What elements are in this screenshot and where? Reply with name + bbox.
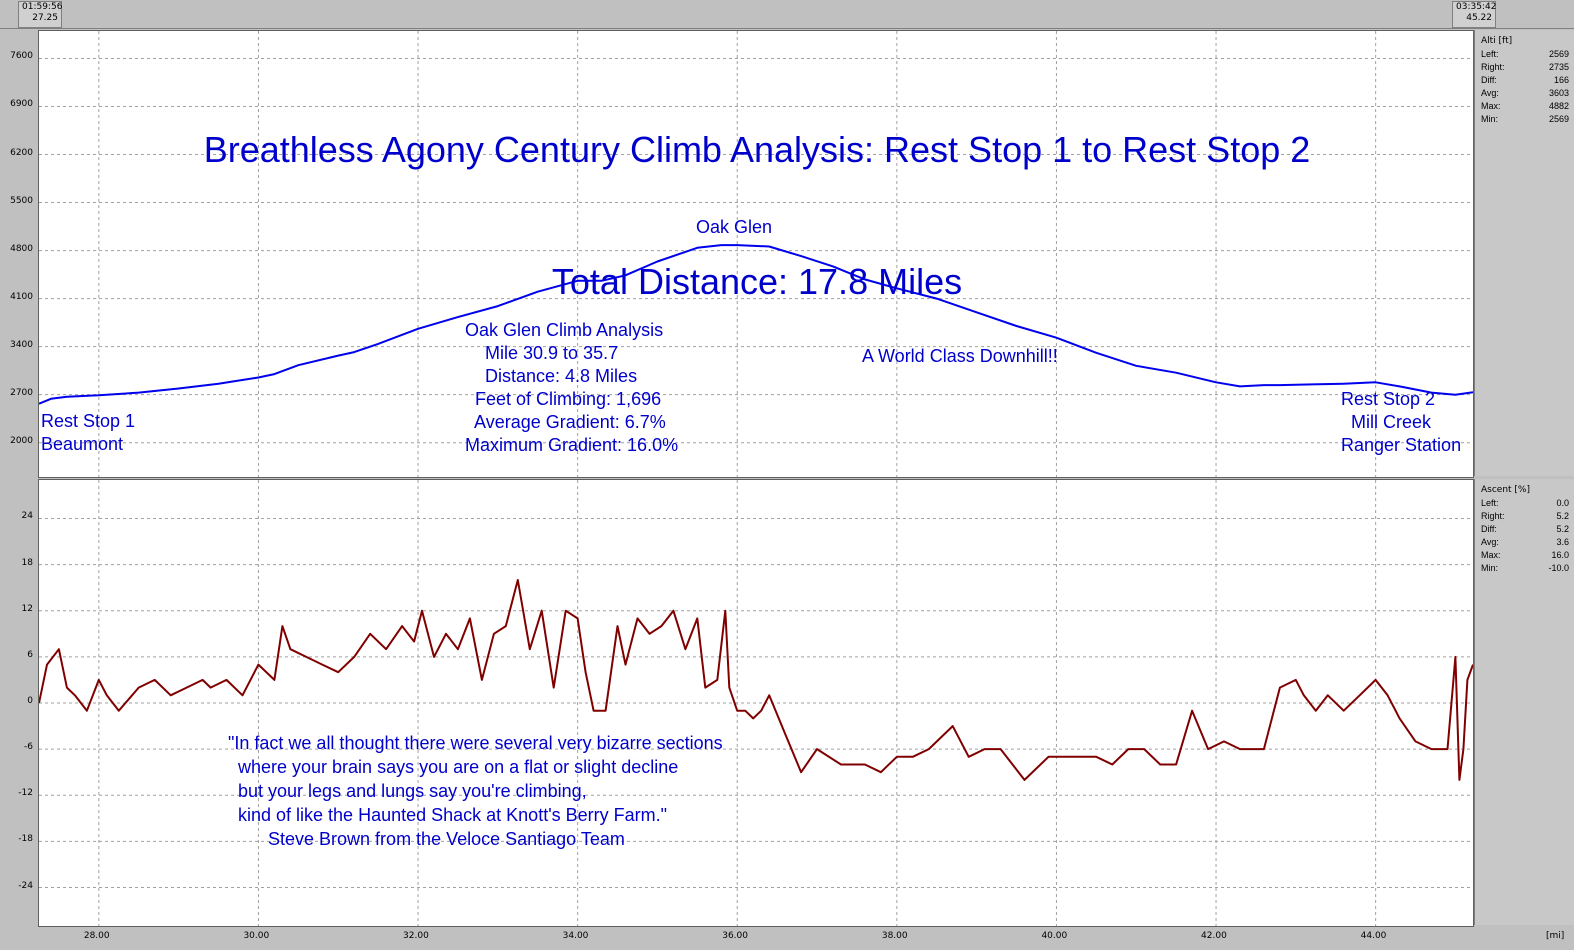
altitude-y-tick-label: 5500 <box>10 195 33 206</box>
altitude-stat-row: Max: 4882 <box>1475 100 1574 113</box>
ascent-stats-list: Left: 0.0 Right: 5.2 Diff: 5.2 Avg: 3.6 Max: 16.0… <box>1475 497 1574 575</box>
quote-text: "In fact we all thought there were sever… <box>228 733 723 849</box>
altitude-y-tick-label: 4800 <box>10 243 33 254</box>
title-line-1: Breathless Agony Century Climb Analysis:… <box>203 129 1311 170</box>
oak-glen-label: Oak Glen <box>696 217 773 237</box>
ascent-stats-panel: Ascent [%] Left: 0.0 Right: 5.2 Diff: 5.2 Avg:… <box>1474 479 1574 925</box>
ascent-stat-value: 5.2 <box>1556 524 1569 534</box>
altitude-stats-panel: Alti [ft] Left: 2569 Right: 2735 Diff: 166 Avg… <box>1474 30 1574 476</box>
x-tick-label: 36.00 <box>722 931 748 941</box>
altitude-stat-row: Min: 2569 <box>1475 113 1574 126</box>
altitude-stat-label: Diff: <box>1481 75 1497 85</box>
downhill-label: A World Class Downhill!! <box>862 346 1058 366</box>
start-distance: 27.25 <box>32 13 58 23</box>
altitude-y-tick-label: 6200 <box>10 147 33 158</box>
ascent-y-tick-label: 12 <box>21 603 33 614</box>
ascent-y-tick-label: -24 <box>18 880 33 891</box>
ascent-stat-row: Left: 0.0 <box>1475 497 1574 510</box>
ascent-stats-header: Ascent [%] <box>1481 485 1530 495</box>
altitude-stat-row: Avg: 3603 <box>1475 87 1574 100</box>
chart-title: Breathless Agony Century Climb Analysis:… <box>40 40 1474 348</box>
altitude-stat-row: Right: 2735 <box>1475 61 1574 74</box>
altitude-stat-row: Left: 2569 <box>1475 48 1574 61</box>
altitude-stats-list: Left: 2569 Right: 2735 Diff: 166 Avg: 3603 Max: 4… <box>1475 48 1574 126</box>
altitude-stat-value: 2569 <box>1548 49 1569 59</box>
altitude-stat-label: Right: <box>1481 62 1505 72</box>
ascent-y-tick-label: -12 <box>18 788 33 799</box>
ascent-stat-value: 0.0 <box>1556 498 1569 508</box>
ascent-y-tick-label: -18 <box>18 834 33 845</box>
altitude-stat-value: 2735 <box>1548 62 1569 72</box>
altitude-series-line <box>39 244 1473 405</box>
ascent-stat-row: Diff: 5.2 <box>1475 523 1574 536</box>
ascent-stat-label: Left: <box>1481 498 1499 508</box>
ascent-chart <box>39 480 1473 926</box>
climb-analysis-label: Oak Glen Climb Analysis Mile 30.9 to 35.… <box>465 320 679 455</box>
title-line-2: Total Distance: 17.8 Miles <box>551 261 963 302</box>
ascent-y-tick-label: 0 <box>27 696 33 706</box>
x-axis: 28.00 30.00 32.00 34.00 36.00 38.00 40.00 42.00… <box>38 927 1472 949</box>
altitude-y-tick-label: 6900 <box>10 99 33 110</box>
x-tick-label: 40.00 <box>1041 931 1068 941</box>
end-marker-box[interactable]: 03:35:42 45.22 <box>1452 1 1496 28</box>
altitude-stat-row: Diff: 166 <box>1475 74 1574 87</box>
altitude-stat-label: Left: <box>1481 49 1499 59</box>
ascent-stat-label: Min: <box>1481 563 1499 573</box>
altitude-stat-value: 3603 <box>1548 88 1569 98</box>
ascent-stat-value: 3.6 <box>1556 537 1569 547</box>
altitude-chart <box>39 31 1473 477</box>
ascent-stat-row: Right: 5.2 <box>1475 510 1574 523</box>
altitude-stat-label: Avg: <box>1481 88 1499 98</box>
altitude-y-tick-label: 2700 <box>10 387 33 398</box>
altitude-y-tick-label: 4100 <box>10 291 33 302</box>
x-tick-label: 28.00 <box>83 931 110 941</box>
altitude-y-tick-label: 3400 <box>10 339 33 350</box>
x-tick-label: 44.00 <box>1360 931 1387 941</box>
ascent-plot[interactable] <box>38 479 1474 927</box>
ascent-y-tick-label: 18 <box>21 557 33 568</box>
end-distance: 45.22 <box>1466 13 1492 23</box>
altitude-plot[interactable] <box>38 30 1474 478</box>
ascent-stat-value: 5.2 <box>1556 511 1569 521</box>
altitude-y-tick-label: 7600 <box>10 51 33 62</box>
altitude-y-tick-label: 2000 <box>10 435 33 446</box>
x-tick-label: 42.00 <box>1201 931 1227 941</box>
ascent-y-tick-label: 24 <box>21 511 33 522</box>
altitude-stats-header: Alti [ft] <box>1481 36 1513 46</box>
altitude-stat-value: 4882 <box>1548 101 1569 111</box>
rest-stop-2-label: Rest Stop 2 Mill Creek Ranger Station <box>1341 389 1462 455</box>
ascent-stat-row: Min: -10.0 <box>1475 562 1574 575</box>
ascent-stat-label: Right: <box>1481 511 1505 521</box>
ascent-stat-row: Max: 16.0 <box>1475 549 1574 562</box>
start-time: 01:59:56 <box>22 2 63 12</box>
altitude-stat-label: Max: <box>1481 101 1501 111</box>
end-time: 03:35:42 <box>1456 2 1497 12</box>
ascent-y-axis: 24 18 12 6 0 -6 -12 -18 -24 <box>0 479 36 925</box>
x-tick-label: 34.00 <box>562 931 589 941</box>
ascent-series-line <box>39 579 1473 781</box>
altitude-stat-value: 166 <box>1553 75 1569 85</box>
ascent-y-tick-label: 6 <box>27 649 33 660</box>
ascent-y-tick-label: -6 <box>24 742 33 753</box>
altitude-stat-value: 2569 <box>1548 114 1569 124</box>
x-axis-unit: [mi] <box>1546 931 1565 941</box>
rest-stop-1-label: Rest Stop 1 Beaumont <box>41 411 136 454</box>
x-tick-label: 32.00 <box>403 931 429 941</box>
altitude-stat-label: Min: <box>1481 114 1499 124</box>
ascent-stat-label: Max: <box>1481 550 1501 560</box>
ascent-stat-label: Avg: <box>1481 537 1499 547</box>
ascent-stat-label: Diff: <box>1481 524 1497 534</box>
ascent-stat-row: Avg: 3.6 <box>1475 536 1574 549</box>
start-marker-box[interactable]: 01:59:56 27.25 <box>18 1 62 28</box>
altitude-y-axis: 7600 6900 6200 5500 4800 4100 3400 2700 2000 <box>0 30 36 476</box>
ascent-stat-value: -10.0 <box>1548 563 1569 573</box>
x-tick-label: 38.00 <box>881 931 908 941</box>
ascent-stat-value: 16.0 <box>1551 550 1569 560</box>
x-tick-label: 30.00 <box>243 931 270 941</box>
header-bar: 01:59:56 27.25 03:35:42 45.22 <box>0 0 1574 29</box>
